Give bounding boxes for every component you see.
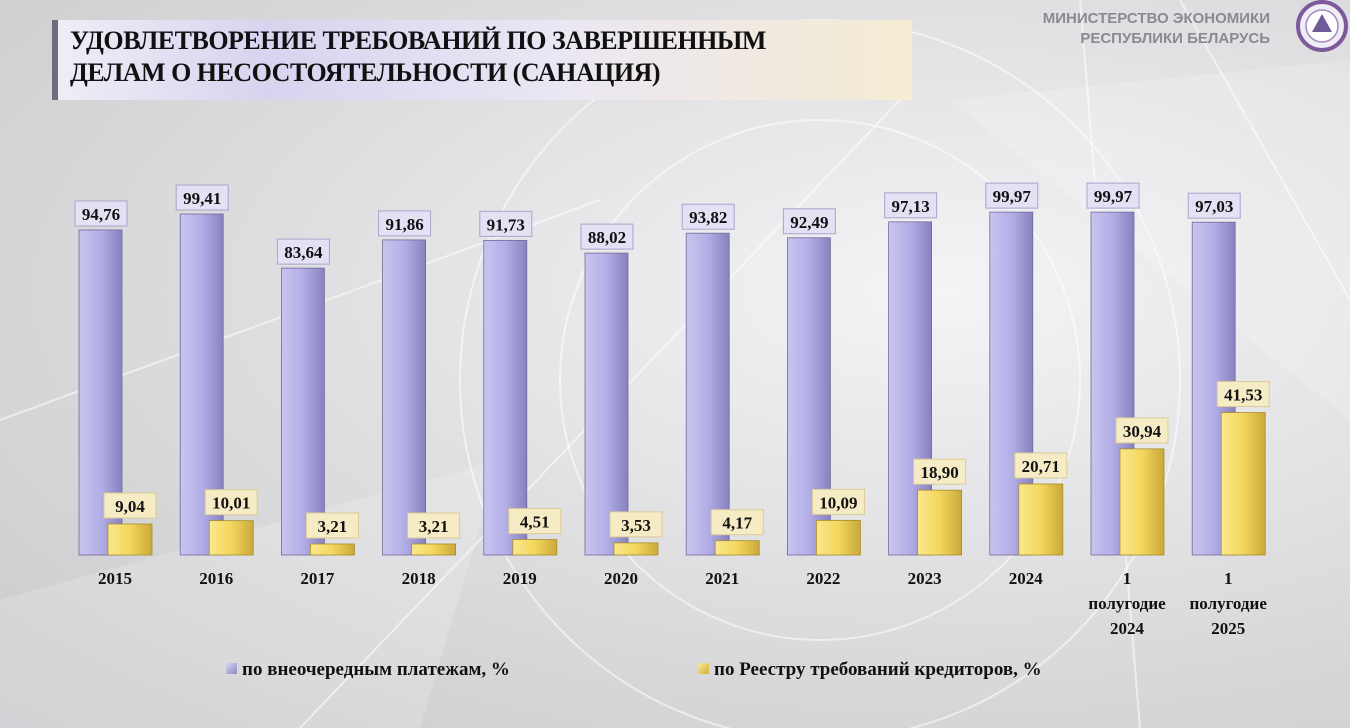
- bar-yellow: [411, 543, 457, 556]
- data-label-box-purple: [884, 192, 938, 219]
- data-label-yellow: 3,21: [419, 517, 449, 536]
- category-label: 2025: [1211, 619, 1245, 638]
- data-label-purple: 93,82: [689, 208, 727, 227]
- data-label-box-purple: [1187, 192, 1241, 219]
- legend-item-purple: по внеочередным платежам, %: [226, 659, 510, 681]
- data-label-yellow: 20,71: [1022, 457, 1060, 476]
- data-label-yellow: 3,21: [318, 517, 348, 536]
- data-label-yellow: 30,94: [1123, 422, 1162, 441]
- data-label-box-yellow: [305, 512, 359, 539]
- data-label-purple: 92,49: [790, 213, 828, 232]
- data-label-box-yellow: [710, 509, 764, 536]
- data-label-box-purple: [378, 210, 432, 237]
- bar-yellow: [1018, 483, 1064, 556]
- category-label: полугодие: [1088, 594, 1166, 613]
- ministry-line-1: МИНИСТЕРСТВО ЭКОНОМИКИ: [1042, 10, 1270, 27]
- bar-yellow: [1119, 448, 1165, 556]
- data-label-box-purple: [985, 182, 1039, 209]
- category-label: 2021: [705, 569, 739, 588]
- data-label-yellow: 9,04: [115, 497, 145, 516]
- category-label: 2022: [806, 569, 840, 588]
- data-label-box-yellow: [204, 489, 258, 516]
- data-label-box-yellow: [508, 508, 562, 535]
- bar-yellow: [917, 489, 962, 556]
- bar-yellow: [1220, 412, 1266, 556]
- data-label-yellow: 18,90: [920, 463, 958, 482]
- data-label-yellow: 10,01: [212, 494, 250, 513]
- data-label-box-purple: [74, 200, 128, 227]
- data-label-purple: 91,73: [487, 215, 525, 234]
- legend-label-purple: по внеочередным платежам, %: [242, 659, 510, 680]
- bar-yellow: [613, 542, 659, 556]
- category-label: полугодие: [1190, 594, 1268, 613]
- legend-label-yellow: по Реестру требований кредиторов, %: [714, 659, 1042, 680]
- bar-yellow: [512, 539, 558, 556]
- legend-swatch-yellow: [698, 663, 709, 674]
- bar-purple: [382, 239, 427, 556]
- data-label-yellow: 10,09: [819, 493, 857, 512]
- bar-yellow: [309, 543, 355, 556]
- category-label: 2018: [402, 569, 436, 588]
- data-label-box-purple: [276, 238, 330, 265]
- bar-purple: [483, 239, 528, 556]
- data-label-box-yellow: [609, 511, 663, 538]
- data-label-box-purple: [175, 184, 229, 211]
- bar-yellow: [714, 540, 760, 556]
- category-label: 2024: [1009, 569, 1044, 588]
- bar-purple: [280, 267, 325, 556]
- data-label-box-purple: [580, 223, 634, 250]
- data-label-purple: 99,97: [1094, 187, 1133, 206]
- data-label-box-purple: [1086, 182, 1140, 209]
- data-label-box-yellow: [1216, 381, 1270, 408]
- bar-yellow: [107, 523, 153, 556]
- ministry-name: МИНИСТЕРСТВО ЭКОНОМИКИ РЕСПУБЛИКИ БЕЛАРУ…: [1043, 9, 1270, 49]
- data-label-box-yellow: [103, 492, 157, 519]
- category-label: 2023: [908, 569, 942, 588]
- category-label: 2017: [300, 569, 335, 588]
- legend-swatch-purple: [226, 663, 237, 674]
- data-label-purple: 97,03: [1195, 197, 1233, 216]
- data-label-box-yellow: [913, 458, 967, 485]
- title-banner: УДОВЛЕТВОРЕНИЕ ТРЕБОВАНИЙ ПО ЗАВЕРШЕННЫМ…: [52, 20, 912, 100]
- category-label: 1: [1224, 569, 1233, 588]
- bar-yellow: [208, 520, 254, 556]
- category-label: 1: [1123, 569, 1132, 588]
- data-label-box-yellow: [1014, 452, 1068, 479]
- data-label-purple: 83,64: [284, 243, 323, 262]
- page-title-line-2: ДЕЛАМ О НЕСОСТОЯТЕЛЬНОСТИ (САНАЦИЯ): [70, 58, 660, 87]
- category-label: 2016: [199, 569, 233, 588]
- data-label-yellow: 3,53: [621, 516, 651, 535]
- category-label: 2020: [604, 569, 638, 588]
- title-accent-bar: [52, 20, 58, 100]
- data-label-yellow: 4,17: [722, 514, 752, 533]
- data-label-box-purple: [479, 210, 533, 237]
- bar-purple: [584, 252, 629, 556]
- data-label-yellow: 4,51: [520, 513, 550, 532]
- data-label-purple: 94,76: [82, 205, 120, 224]
- data-label-box-purple: [681, 203, 735, 230]
- data-label-yellow: 41,53: [1224, 386, 1262, 405]
- data-label-purple: 99,97: [993, 187, 1032, 206]
- bar-yellow: [816, 519, 861, 556]
- category-label: 2024: [1110, 619, 1145, 638]
- data-label-purple: 88,02: [588, 228, 626, 247]
- data-label-box-yellow: [1115, 417, 1169, 444]
- data-label-box-yellow: [811, 488, 865, 515]
- legend-item-yellow: по Реестру требований кредиторов, %: [698, 659, 1042, 681]
- data-label-purple: 91,86: [385, 215, 423, 234]
- data-label-box-purple: [782, 208, 836, 235]
- data-label-purple: 99,41: [183, 189, 221, 208]
- ministry-line-2: РЕСПУБЛИКИ БЕЛАРУСЬ: [1080, 30, 1270, 47]
- bar-purple: [685, 232, 730, 556]
- data-label-box-yellow: [407, 512, 461, 539]
- page-title-line-1: УДОВЛЕТВОРЕНИЕ ТРЕБОВАНИЙ ПО ЗАВЕРШЕННЫМ: [70, 26, 766, 55]
- data-label-purple: 97,13: [891, 197, 929, 216]
- ministry-logo-icon: [1296, 0, 1348, 52]
- category-label: 2015: [98, 569, 132, 588]
- category-label: 2019: [503, 569, 537, 588]
